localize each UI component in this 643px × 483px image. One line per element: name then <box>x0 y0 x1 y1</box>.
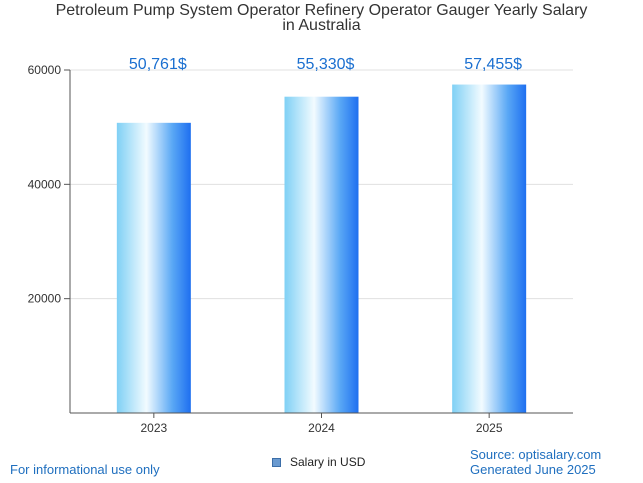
bar-2023 <box>116 122 191 413</box>
y-tick-label: 40000 <box>28 177 62 191</box>
x-tick-label: 2025 <box>476 421 503 435</box>
disclaimer-text: For informational use only <box>10 462 160 477</box>
legend: Salary in USD <box>272 455 365 469</box>
bar-2024 <box>284 96 359 413</box>
x-tick-label: 2023 <box>140 421 167 435</box>
chart-title: Petroleum Pump System Operator Refinery … <box>0 2 643 34</box>
chart-title-line-1: Petroleum Pump System Operator Refinery … <box>55 2 588 19</box>
legend-label: Salary in USD <box>290 455 366 469</box>
source-text: Source: optisalary.com <box>470 447 602 462</box>
y-tick-label: 60000 <box>28 63 62 77</box>
generated-text: Generated June 2025 <box>470 462 596 477</box>
chart-title-line-2: in Australia <box>282 17 361 34</box>
source-block: Source: optisalary.com Generated June 20… <box>470 447 601 477</box>
legend-swatch-icon <box>272 457 281 467</box>
x-tick-label: 2024 <box>308 421 335 435</box>
data-label: 57,455$ <box>464 56 522 73</box>
data-label: 55,330$ <box>297 56 355 73</box>
bar-2025 <box>452 84 527 413</box>
data-label: 50,761$ <box>129 56 187 73</box>
y-tick-label: 20000 <box>28 292 62 306</box>
